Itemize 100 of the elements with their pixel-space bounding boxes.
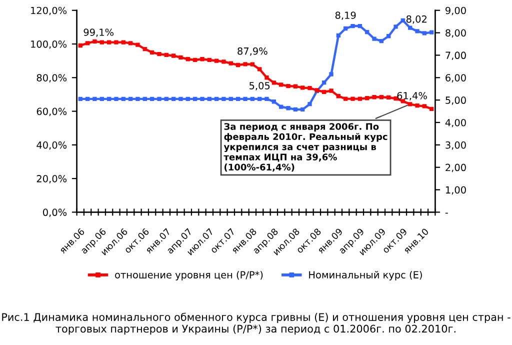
y2-tick-label: 6,00 (446, 74, 466, 82)
point (250, 62, 254, 66)
point (200, 57, 204, 62)
y2-tick-label: 9,00 (446, 6, 466, 16)
point (286, 106, 290, 110)
point (300, 107, 305, 112)
point (394, 24, 398, 29)
point (164, 96, 168, 102)
y2-tick-label: 5,00 (446, 96, 466, 105)
point (300, 86, 305, 90)
point (400, 18, 406, 23)
y-tick-label: 20,0% (36, 175, 67, 184)
point (358, 96, 362, 101)
point (279, 104, 284, 109)
point (171, 54, 176, 58)
legend-label: отношение уровня цен (P/P*) (115, 270, 263, 280)
point (128, 96, 133, 102)
point (222, 96, 226, 102)
y-tick-label: 60,0% (36, 108, 67, 116)
point (150, 96, 154, 102)
point (264, 76, 269, 80)
point (344, 96, 348, 101)
point (164, 52, 168, 58)
point (228, 96, 233, 102)
point (344, 26, 348, 31)
point (236, 96, 240, 102)
point (264, 96, 269, 102)
point (85, 96, 90, 102)
point (408, 26, 412, 30)
data-label: 8,19 (335, 12, 356, 20)
point (92, 39, 97, 44)
point (322, 80, 326, 85)
y2-tick-label: 7,00 (446, 52, 466, 60)
point (142, 46, 147, 52)
point (106, 40, 112, 44)
point (214, 96, 219, 102)
y2-tick-label: - (445, 212, 448, 214)
point (178, 55, 183, 60)
point (243, 62, 248, 66)
point (121, 40, 126, 44)
point (286, 84, 290, 88)
y-tick-label: 100,0% (31, 40, 67, 49)
data-label: 8,02 (406, 15, 426, 24)
point (171, 96, 176, 102)
point (236, 62, 240, 68)
point (279, 82, 284, 87)
data-label: 5,05 (250, 82, 270, 90)
point (415, 29, 420, 34)
point (336, 33, 341, 38)
point (136, 42, 140, 47)
point (214, 58, 219, 63)
point (186, 96, 190, 102)
point (358, 24, 362, 28)
point (293, 107, 298, 112)
point (114, 40, 118, 44)
point (258, 67, 262, 72)
point (250, 96, 254, 102)
point (322, 90, 326, 94)
point (207, 96, 212, 102)
point (430, 30, 434, 34)
point (272, 80, 276, 85)
point (106, 96, 112, 102)
point (329, 88, 334, 93)
y-tick-label: 120,0% (31, 6, 67, 16)
y-tick-label: 0,0% (43, 208, 67, 217)
point (272, 100, 276, 104)
point (422, 104, 427, 108)
point (243, 96, 248, 102)
text: Рис.1 Динамика номинального обменного курса гривны (E) и отношения уровня цен стран - торговых партнеров и Украины (P/P*) за период с 01.2006г. по 02.2010г. (2, 312, 510, 335)
point (121, 96, 126, 102)
point (386, 34, 391, 38)
point (308, 86, 312, 90)
point (178, 96, 183, 102)
point (308, 102, 312, 106)
data-label: 99,1% (84, 28, 114, 37)
point (365, 30, 370, 34)
data-label: 61,4% (397, 92, 427, 100)
point (150, 50, 154, 54)
point (258, 96, 262, 102)
point (365, 96, 370, 100)
point (430, 106, 434, 111)
legend-label: Номинальный курс (E) (309, 270, 422, 280)
y2-tick-label: 1,00 (446, 186, 466, 195)
y2-tick-label: 2,00 (446, 164, 466, 172)
point (128, 41, 133, 46)
point (192, 58, 198, 62)
point (222, 60, 226, 64)
point (157, 96, 162, 102)
y-tick-label: 40,0% (36, 141, 67, 150)
point (415, 103, 420, 108)
point (336, 94, 341, 98)
point (329, 72, 334, 76)
point (350, 96, 355, 101)
y2-tick-label: 8,00 (446, 29, 466, 38)
point (372, 95, 376, 100)
point (78, 43, 82, 48)
point (100, 40, 104, 44)
point (85, 41, 90, 46)
point (114, 96, 118, 102)
point (142, 96, 147, 102)
